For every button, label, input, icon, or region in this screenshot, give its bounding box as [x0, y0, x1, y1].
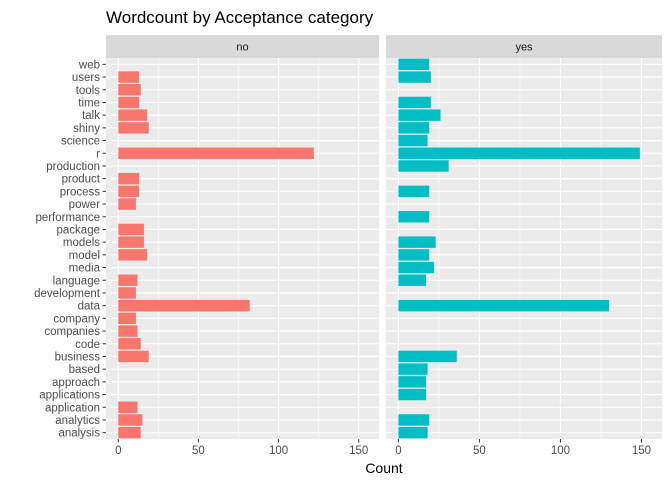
bar-no-business [118, 350, 149, 363]
bar-yes-language [398, 274, 426, 286]
bar-yes-users [398, 71, 431, 83]
bar-no-language [118, 274, 138, 286]
y-tick-label-approach: approach [52, 377, 100, 389]
x-tick-label: 50 [473, 445, 486, 457]
y-tick-label-applications: applications [39, 390, 100, 402]
bar-no-users [118, 71, 140, 83]
x-tick-label: 150 [349, 445, 368, 457]
bar-yes-r [398, 147, 640, 159]
y-tick-label-product: product [62, 174, 101, 186]
y-tick-label-users: users [72, 72, 100, 84]
x-tick-label: 100 [269, 445, 288, 457]
x-tick-label: 150 [632, 445, 651, 457]
bar-no-analysis [118, 426, 141, 439]
y-tick-label-code: code [75, 339, 100, 351]
y-tick-label-business: business [55, 351, 101, 363]
bar-no-r [118, 147, 314, 159]
bar-no-model [118, 249, 148, 261]
panel-background-yes [386, 58, 662, 439]
bar-no-shiny [118, 122, 149, 134]
bar-yes-business [398, 350, 457, 363]
y-tick-label-science: science [61, 136, 100, 148]
strip-label-yes: yes [515, 42, 533, 54]
bar-yes-time [398, 96, 431, 109]
y-tick-label-web: web [78, 59, 100, 71]
y-tick-label-based: based [69, 364, 100, 376]
y-tick-label-model: model [69, 250, 100, 262]
bar-yes-model [398, 249, 430, 261]
y-tick-label-media: media [69, 263, 101, 275]
bar-yes-talk [398, 109, 441, 121]
bar-no-code [118, 338, 141, 350]
bar-yes-models [398, 236, 436, 248]
bar-no-models [118, 236, 144, 248]
bar-no-product [118, 172, 140, 185]
x-tick-label: 0 [395, 445, 401, 457]
y-tick-label-production: production [46, 161, 100, 173]
y-tick-label-package: package [57, 224, 100, 236]
bar-yes-analysis [398, 426, 428, 439]
x-tick-label: 50 [192, 445, 205, 457]
bar-yes-based [398, 363, 428, 375]
bar-no-companies [118, 325, 138, 337]
strip-yes [386, 35, 662, 58]
y-tick-label-talk: talk [82, 110, 100, 122]
bar-yes-data [398, 299, 610, 312]
bar-no-tools [118, 84, 141, 96]
bar-no-development [118, 287, 136, 299]
panels: no 0 50 100 150 yes 0 50 100 150 [106, 35, 662, 457]
y-tick-label-process: process [60, 186, 101, 198]
bar-no-talk [118, 109, 148, 121]
y-tick-label-companies: companies [44, 326, 100, 338]
y-tick-label-performance: performance [35, 212, 100, 224]
bar-no-power [118, 198, 136, 210]
y-tick-label-models: models [63, 237, 100, 249]
bar-yes-production [398, 160, 449, 172]
y-tick-label-time: time [78, 97, 100, 109]
strip-no [106, 35, 379, 58]
y-tick-label-analysis: analysis [58, 428, 100, 440]
bar-yes-science [398, 134, 428, 147]
bar-no-data [118, 299, 250, 312]
y-tick-label-shiny: shiny [73, 123, 100, 135]
y-tick-label-tools: tools [76, 85, 101, 97]
bar-yes-process [398, 185, 430, 198]
bar-no-application [118, 401, 138, 413]
bar-no-process [118, 185, 140, 198]
bar-yes-approach [398, 376, 426, 388]
bar-no-analytics [118, 414, 143, 426]
y-tick-label-data: data [78, 301, 101, 313]
bar-no-company [118, 312, 136, 325]
x-tick-label: 0 [115, 445, 121, 457]
x-tick-label: 100 [551, 445, 570, 457]
y-tick-label-language: language [53, 275, 100, 287]
bar-no-time [118, 96, 140, 109]
bar-yes-applications [398, 388, 426, 401]
panel-no: no 0 50 100 150 [106, 35, 379, 457]
y-axis: analysisanalyticsapplicationapplications… [34, 59, 106, 440]
y-tick-label-application: application [45, 402, 100, 414]
y-tick-label-power: power [69, 199, 100, 211]
bar-yes-media [398, 261, 435, 274]
x-axis-title: Count [365, 460, 402, 476]
panel-yes: yes 0 50 100 150 [386, 35, 662, 457]
chart-title: Wordcount by Acceptance category [106, 8, 374, 27]
strip-label-no: no [236, 42, 248, 54]
y-tick-label-company: company [53, 313, 100, 325]
bar-yes-shiny [398, 122, 430, 134]
bar-yes-analytics [398, 414, 430, 426]
bar-yes-performance [398, 211, 430, 223]
bar-yes-web [398, 58, 430, 71]
y-tick-label-analytics: analytics [55, 415, 100, 427]
bar-no-package [118, 223, 144, 236]
y-tick-label-r: r [96, 148, 100, 160]
y-tick-label-development: development [34, 288, 101, 300]
panel-background-no [106, 58, 379, 439]
